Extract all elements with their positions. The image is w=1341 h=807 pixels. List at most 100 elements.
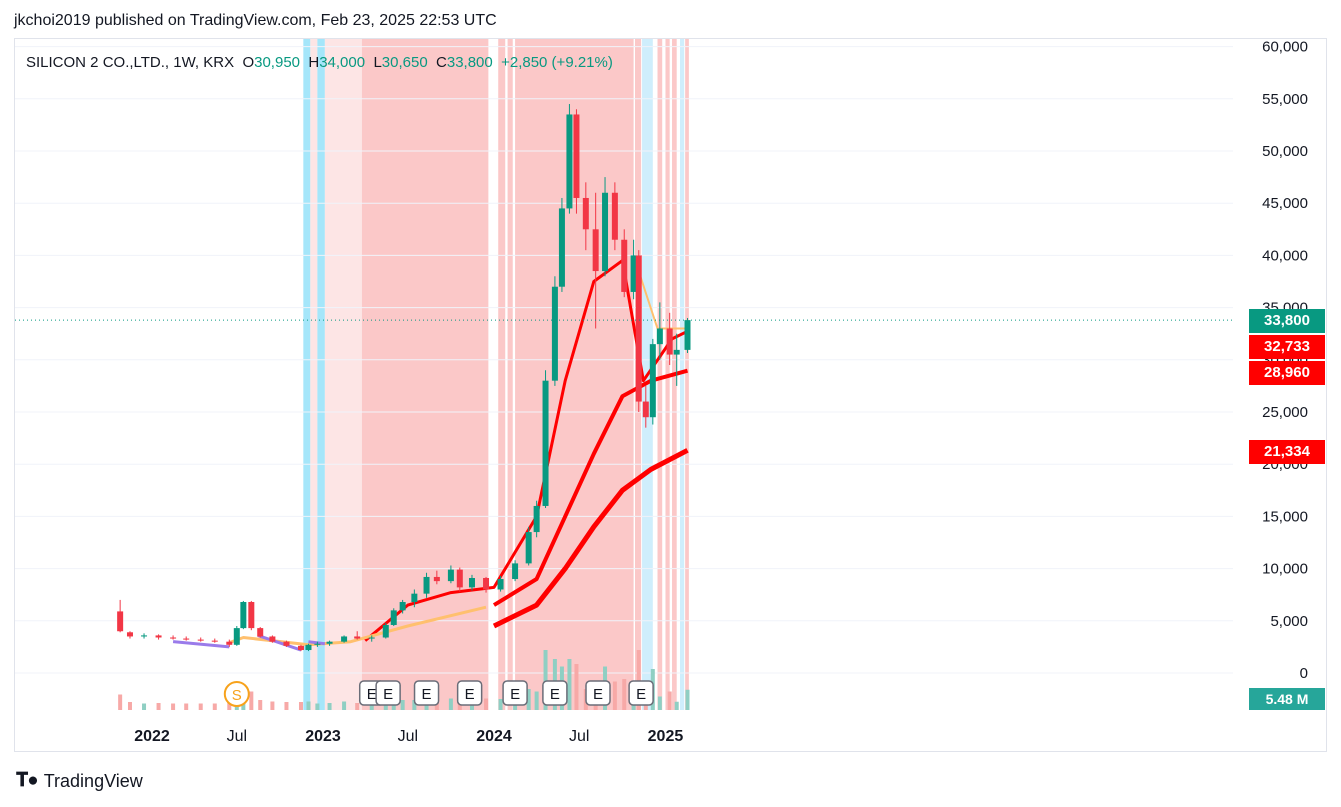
earnings-marker (542, 680, 568, 706)
volume-bar (657, 696, 662, 710)
candle-body (248, 602, 255, 629)
ma-long-tag: 21,334 (1249, 440, 1325, 464)
signal-band (507, 39, 513, 710)
candle-body (630, 255, 637, 292)
chart-frame[interactable]: 05,00010,00015,00020,00025,00030,00035,0… (14, 38, 1327, 752)
volume-bar (355, 703, 360, 710)
earnings-marker (456, 680, 483, 706)
legend-high-label: H (308, 54, 320, 71)
candle-body (684, 320, 691, 350)
legend-symbol: SILICON 2 CO.,LTD., 1W, KRX (26, 54, 235, 71)
candle-body (525, 532, 532, 564)
volume-bar (434, 702, 439, 710)
earnings-marker-label: E (383, 686, 393, 703)
candle-body (117, 611, 124, 632)
ma-mid-tag: 28,960 (1249, 361, 1325, 385)
volume-bar (227, 702, 232, 710)
candle-body (226, 641, 233, 645)
last-price-tag: 33,800 (1249, 309, 1325, 333)
candle-body (126, 632, 133, 637)
volume-bar (622, 679, 627, 710)
candle-body (341, 636, 348, 642)
candle-body (573, 114, 580, 198)
volume-bar (369, 703, 374, 710)
earnings-marker (502, 680, 528, 706)
candle-body (468, 577, 475, 588)
candle-body (582, 197, 589, 230)
x-tick-label: Jul (569, 728, 589, 745)
candle-body (497, 579, 504, 590)
earnings-marker (628, 680, 654, 706)
candle-body (240, 602, 247, 629)
candle-body (390, 610, 397, 625)
earnings-marker-label: E (636, 686, 646, 703)
candle-body (283, 641, 290, 646)
volume-bar (612, 681, 617, 710)
x-tick-label: 2024 (476, 728, 512, 745)
volume-bar (258, 700, 263, 710)
signal-band (657, 39, 663, 710)
earnings-marker-label: E (593, 686, 603, 703)
tradingview-footer[interactable]: 𝐓● TradingView (16, 770, 143, 792)
x-tick-label: 2022 (134, 728, 170, 745)
volume-bar (498, 699, 503, 710)
x-tick-label: 2025 (648, 728, 684, 745)
price-chart[interactable]: 05,00010,00015,00020,00025,00030,00035,0… (15, 39, 1326, 751)
x-tick-label: Jul (227, 728, 247, 745)
candle-body (433, 576, 440, 582)
candle-body (483, 577, 490, 590)
candle-body (382, 624, 389, 638)
legend-open-label: O (242, 54, 255, 71)
candle-body (533, 505, 540, 533)
split-marker (223, 681, 250, 707)
y-tick-label: 60,000 (1262, 39, 1308, 56)
volume-bar (448, 698, 453, 710)
y-tick-label: 5,000 (1270, 613, 1308, 630)
earnings-marker (585, 680, 611, 706)
legend-change: +2,850 (+9.21%) (501, 54, 613, 71)
volume-bar (156, 703, 161, 710)
volume-bar (685, 689, 690, 710)
y-tick-label: 10,000 (1262, 561, 1308, 578)
legend-open: 30,950 (254, 54, 301, 71)
candle-body (399, 602, 406, 611)
candle-body (542, 380, 549, 506)
earnings-marker-label: E (550, 686, 560, 703)
volume-bar (127, 702, 132, 710)
volume-bar (327, 703, 332, 710)
candle-body (141, 635, 148, 637)
legend-low: 30,650 (381, 54, 428, 71)
ma-short-tag: 32,733 (1249, 335, 1325, 359)
candle-body (551, 286, 558, 381)
ma-line (492, 448, 689, 629)
signal-band (324, 39, 362, 710)
earnings-marker-label: E (510, 686, 520, 703)
tradingview-brand: TradingView (43, 770, 143, 791)
volume-bar (567, 659, 572, 710)
volume-bar (306, 701, 311, 710)
candle-body (621, 239, 628, 292)
trend-line-purple (172, 633, 326, 652)
volume-bar (171, 703, 176, 710)
candle-body (512, 563, 519, 580)
candle-body (656, 328, 663, 345)
signal-band (685, 39, 689, 710)
signal-band (679, 39, 685, 710)
earnings-marker (413, 680, 440, 706)
y-tick-label: 45,000 (1262, 195, 1308, 212)
candle-body (649, 344, 656, 418)
volume-bar (212, 703, 217, 710)
volume-bar (574, 664, 579, 710)
legend-close-label: C (436, 54, 447, 71)
candle-body (592, 229, 599, 272)
candle-body (456, 569, 463, 588)
volume-bar (270, 701, 275, 710)
y-tick-label: 15,000 (1262, 508, 1308, 525)
candle-body (257, 628, 264, 637)
legend-close: 33,800 (446, 54, 493, 71)
x-tick-label: Jul (398, 728, 418, 745)
candle-body (269, 636, 276, 642)
earnings-marker (375, 680, 401, 706)
volume-bar (184, 703, 189, 710)
y-tick-label: 55,000 (1262, 91, 1308, 108)
